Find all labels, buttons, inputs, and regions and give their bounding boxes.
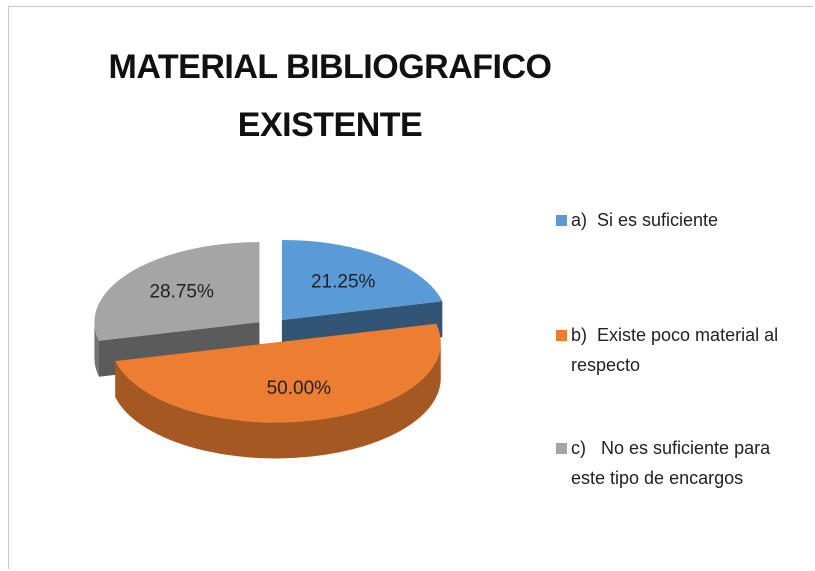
pie-slice: [281, 239, 443, 320]
legend-label: c) No es suficiente para este tipo de en…: [571, 438, 776, 488]
chart-title: MATERIAL BIBLIOGRAFICO EXISTENTE: [108, 48, 552, 144]
legend-swatch: [556, 443, 567, 454]
legend-item: b) Existe poco material al respecto: [556, 320, 797, 380]
legend-swatch: [556, 330, 567, 341]
legend-swatch: [556, 215, 567, 226]
slice-side: [94, 322, 99, 377]
pie-slice: [115, 323, 441, 423]
legend-item: c) No es suficiente para este tipo de en…: [556, 433, 797, 493]
data-label: 21.25%: [311, 271, 376, 292]
slice-side: [115, 342, 441, 459]
chart-frame: [8, 6, 813, 569]
legend-label: b) Existe poco material al respecto: [571, 325, 784, 375]
legend-item: a) Si es suficiente: [556, 205, 797, 235]
pie-slice: [94, 242, 260, 341]
data-label: 50.00%: [267, 378, 332, 399]
data-label: 28.75%: [149, 281, 214, 302]
legend-label: a) Si es suficiente: [571, 210, 719, 230]
